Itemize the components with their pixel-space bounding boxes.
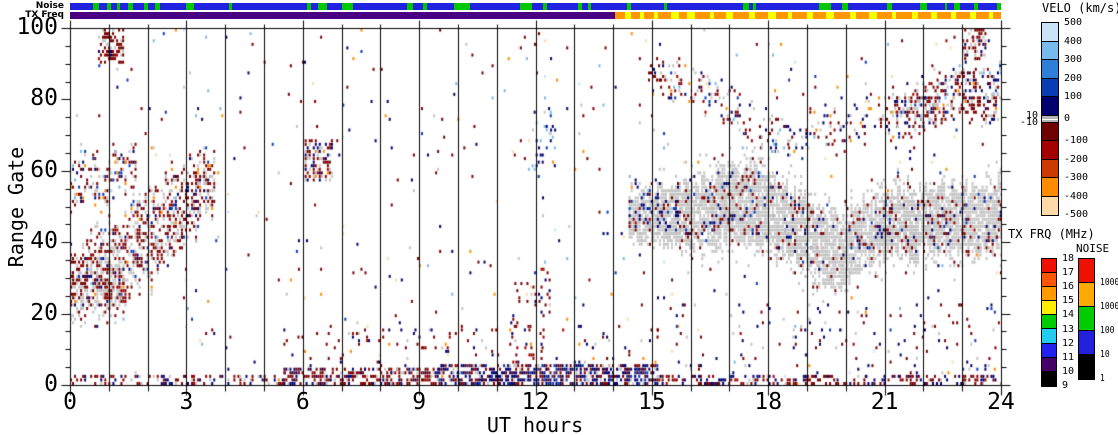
noise-colorbar-title: NOISE: [1076, 242, 1110, 255]
colorbar-tick-label: 1000: [1100, 301, 1118, 312]
y-axis-title: Range Gate: [4, 146, 28, 268]
colorbar-block: [1079, 307, 1094, 331]
x-tick-label: 15: [638, 389, 666, 415]
x-tick-label: 6: [295, 389, 310, 415]
velo-colorbar: [1041, 22, 1059, 216]
colorbar-tick-label: 15: [1062, 295, 1075, 307]
colorbar-tick-label: -500: [1064, 209, 1089, 220]
colorbar-block: [1042, 41, 1058, 60]
y-tick-label: 0: [44, 371, 58, 397]
colorbar-tick-label: 16: [1062, 281, 1075, 293]
y-tick-label: 40: [30, 228, 58, 255]
x-axis-title: UT hours: [486, 413, 584, 435]
colorbar-tick-label: 300: [1064, 54, 1083, 65]
colorbar-block: [1042, 273, 1056, 288]
colorbar-tick-label: 11: [1062, 351, 1075, 363]
colorbar-tick-label: 10: [1100, 349, 1110, 360]
colorbar-tick-label: 17: [1062, 267, 1075, 279]
x-tick-label: 12: [521, 389, 550, 415]
colorbar-block: [1042, 60, 1058, 79]
colorbar-block: [1042, 178, 1058, 197]
colorbar-block: [1079, 259, 1094, 283]
colorbar-tick-label: 10000: [1100, 277, 1118, 288]
x-tick-label: 21: [870, 389, 899, 415]
colorbar-block: [1042, 78, 1058, 97]
colorbar-block: [1042, 343, 1056, 358]
velo-colorbar-title: VELO (km/s): [1042, 1, 1118, 15]
txfrq-colorbar-title: TX FRQ (MHz): [1008, 227, 1095, 241]
colorbar-tick-label: 100: [1064, 91, 1083, 102]
colorbar-tick-label: -400: [1064, 190, 1089, 202]
y-tick-label: 60: [30, 156, 58, 183]
colorbar-tick-label: 9: [1062, 380, 1069, 391]
colorbar-block: [1042, 329, 1056, 344]
noise-colorbar: [1078, 258, 1095, 380]
colorbar-tick-label: -200: [1064, 153, 1089, 165]
colorbar-block: [1042, 287, 1056, 302]
colorbar-tick-label: 100: [1100, 325, 1115, 336]
colorbar-tick-label: 10: [1062, 365, 1075, 377]
colorbar-block: [1042, 357, 1056, 372]
colorbar-block: [1042, 122, 1058, 141]
colorbar-block: [1042, 159, 1058, 178]
y-tick-label: 80: [30, 85, 58, 112]
x-tick-label: 9: [412, 389, 427, 415]
colorbar-block: [1042, 141, 1058, 160]
x-tick-label: 24: [987, 389, 1015, 415]
colorbar-tick-label: 1: [1100, 373, 1105, 384]
y-tick-label: 20: [30, 299, 58, 326]
colorbar-block: [1042, 315, 1056, 330]
colorbar-tick-label: 13: [1062, 323, 1075, 335]
colorbar-block: [1042, 115, 1058, 123]
colorbar-tick-label: 400: [1064, 35, 1083, 47]
y-tick-label: 100: [16, 14, 58, 40]
x-tick-label: 0: [63, 389, 77, 415]
colorbar-left-tick-label: 10: [1025, 109, 1038, 121]
colorbar-block: [1042, 97, 1058, 116]
colorbar-block: [1079, 355, 1094, 379]
colorbar-block: [1079, 331, 1094, 355]
colorbar-tick-label: -100: [1064, 135, 1089, 146]
colorbar-tick-label: 14: [1062, 309, 1075, 321]
x-tick-label: 3: [179, 389, 194, 415]
colorbar-tick-label: 0: [1064, 113, 1071, 124]
colorbar-tick-label: 12: [1062, 337, 1075, 349]
colorbar-block: [1042, 301, 1056, 316]
colorbar-block: [1042, 259, 1056, 274]
x-tick-label: 18: [754, 389, 783, 415]
colorbar-block: [1042, 196, 1058, 215]
txfrq-colorbar: [1041, 258, 1057, 387]
colorbar-block: [1042, 371, 1056, 386]
colorbar-tick-label: 500: [1064, 17, 1083, 28]
colorbar-left-tick-label: -10: [1019, 116, 1038, 128]
colorbar-tick-label: 200: [1064, 72, 1083, 84]
colorbar-block: [1079, 283, 1094, 307]
colorbar-block: [1042, 23, 1058, 42]
colorbar-tick-label: 18: [1062, 253, 1075, 264]
colorbar-tick-label: -300: [1064, 172, 1089, 183]
